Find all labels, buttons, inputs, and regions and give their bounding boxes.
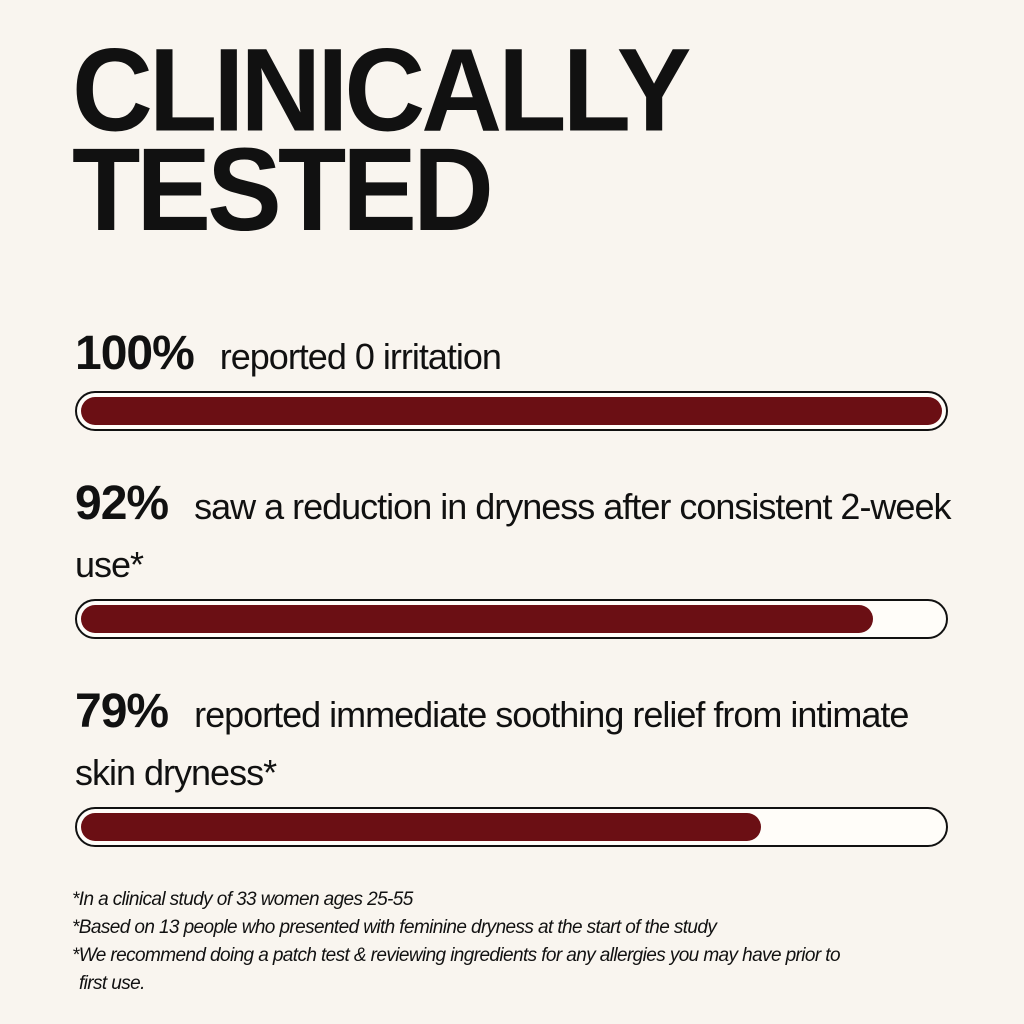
footnote: *We recommend doing a patch test & revie…: [72, 945, 841, 994]
bar-track: [75, 391, 948, 431]
bar-track: [75, 599, 948, 639]
bars: 100% reported 0 irritation 92% saw a reduct…: [75, 325, 951, 891]
bar-track: [75, 807, 948, 847]
footnotes: *In a clinical study of 33 women ages 25…: [72, 886, 872, 998]
stat-text: 92% saw a reduction in dryness after cons…: [75, 475, 955, 594]
chart-title: CLINICALLY TESTED: [72, 24, 689, 256]
stat-row: 92% saw a reduction in dryness after cons…: [75, 475, 951, 639]
bar-area: [81, 397, 942, 425]
bar: [81, 605, 874, 633]
stat-row: 79% reported immediate soothing relief fr…: [75, 683, 948, 847]
bar: [81, 813, 762, 841]
stat-text: 100% reported 0 irritation: [75, 325, 955, 386]
value-label: 92%: [75, 477, 169, 530]
footnote: *Based on 13 people who presented with f…: [72, 917, 717, 938]
footnote: *In a clinical study of 33 women ages 25…: [72, 889, 413, 910]
value-label: 100%: [75, 327, 195, 380]
category-label: saw a reduction in dryness after consist…: [75, 486, 951, 585]
stat-row: 100% reported 0 irritation: [75, 325, 948, 431]
stat-text: 79% reported immediate soothing relief fr…: [75, 683, 955, 802]
bar-area: [81, 813, 942, 841]
bar: [81, 397, 942, 425]
category-label: reported 0 irritation: [219, 336, 502, 377]
bar-area: [81, 605, 942, 633]
category-label: reported immediate soothing relief from …: [75, 694, 909, 793]
value-label: 79%: [75, 685, 169, 738]
